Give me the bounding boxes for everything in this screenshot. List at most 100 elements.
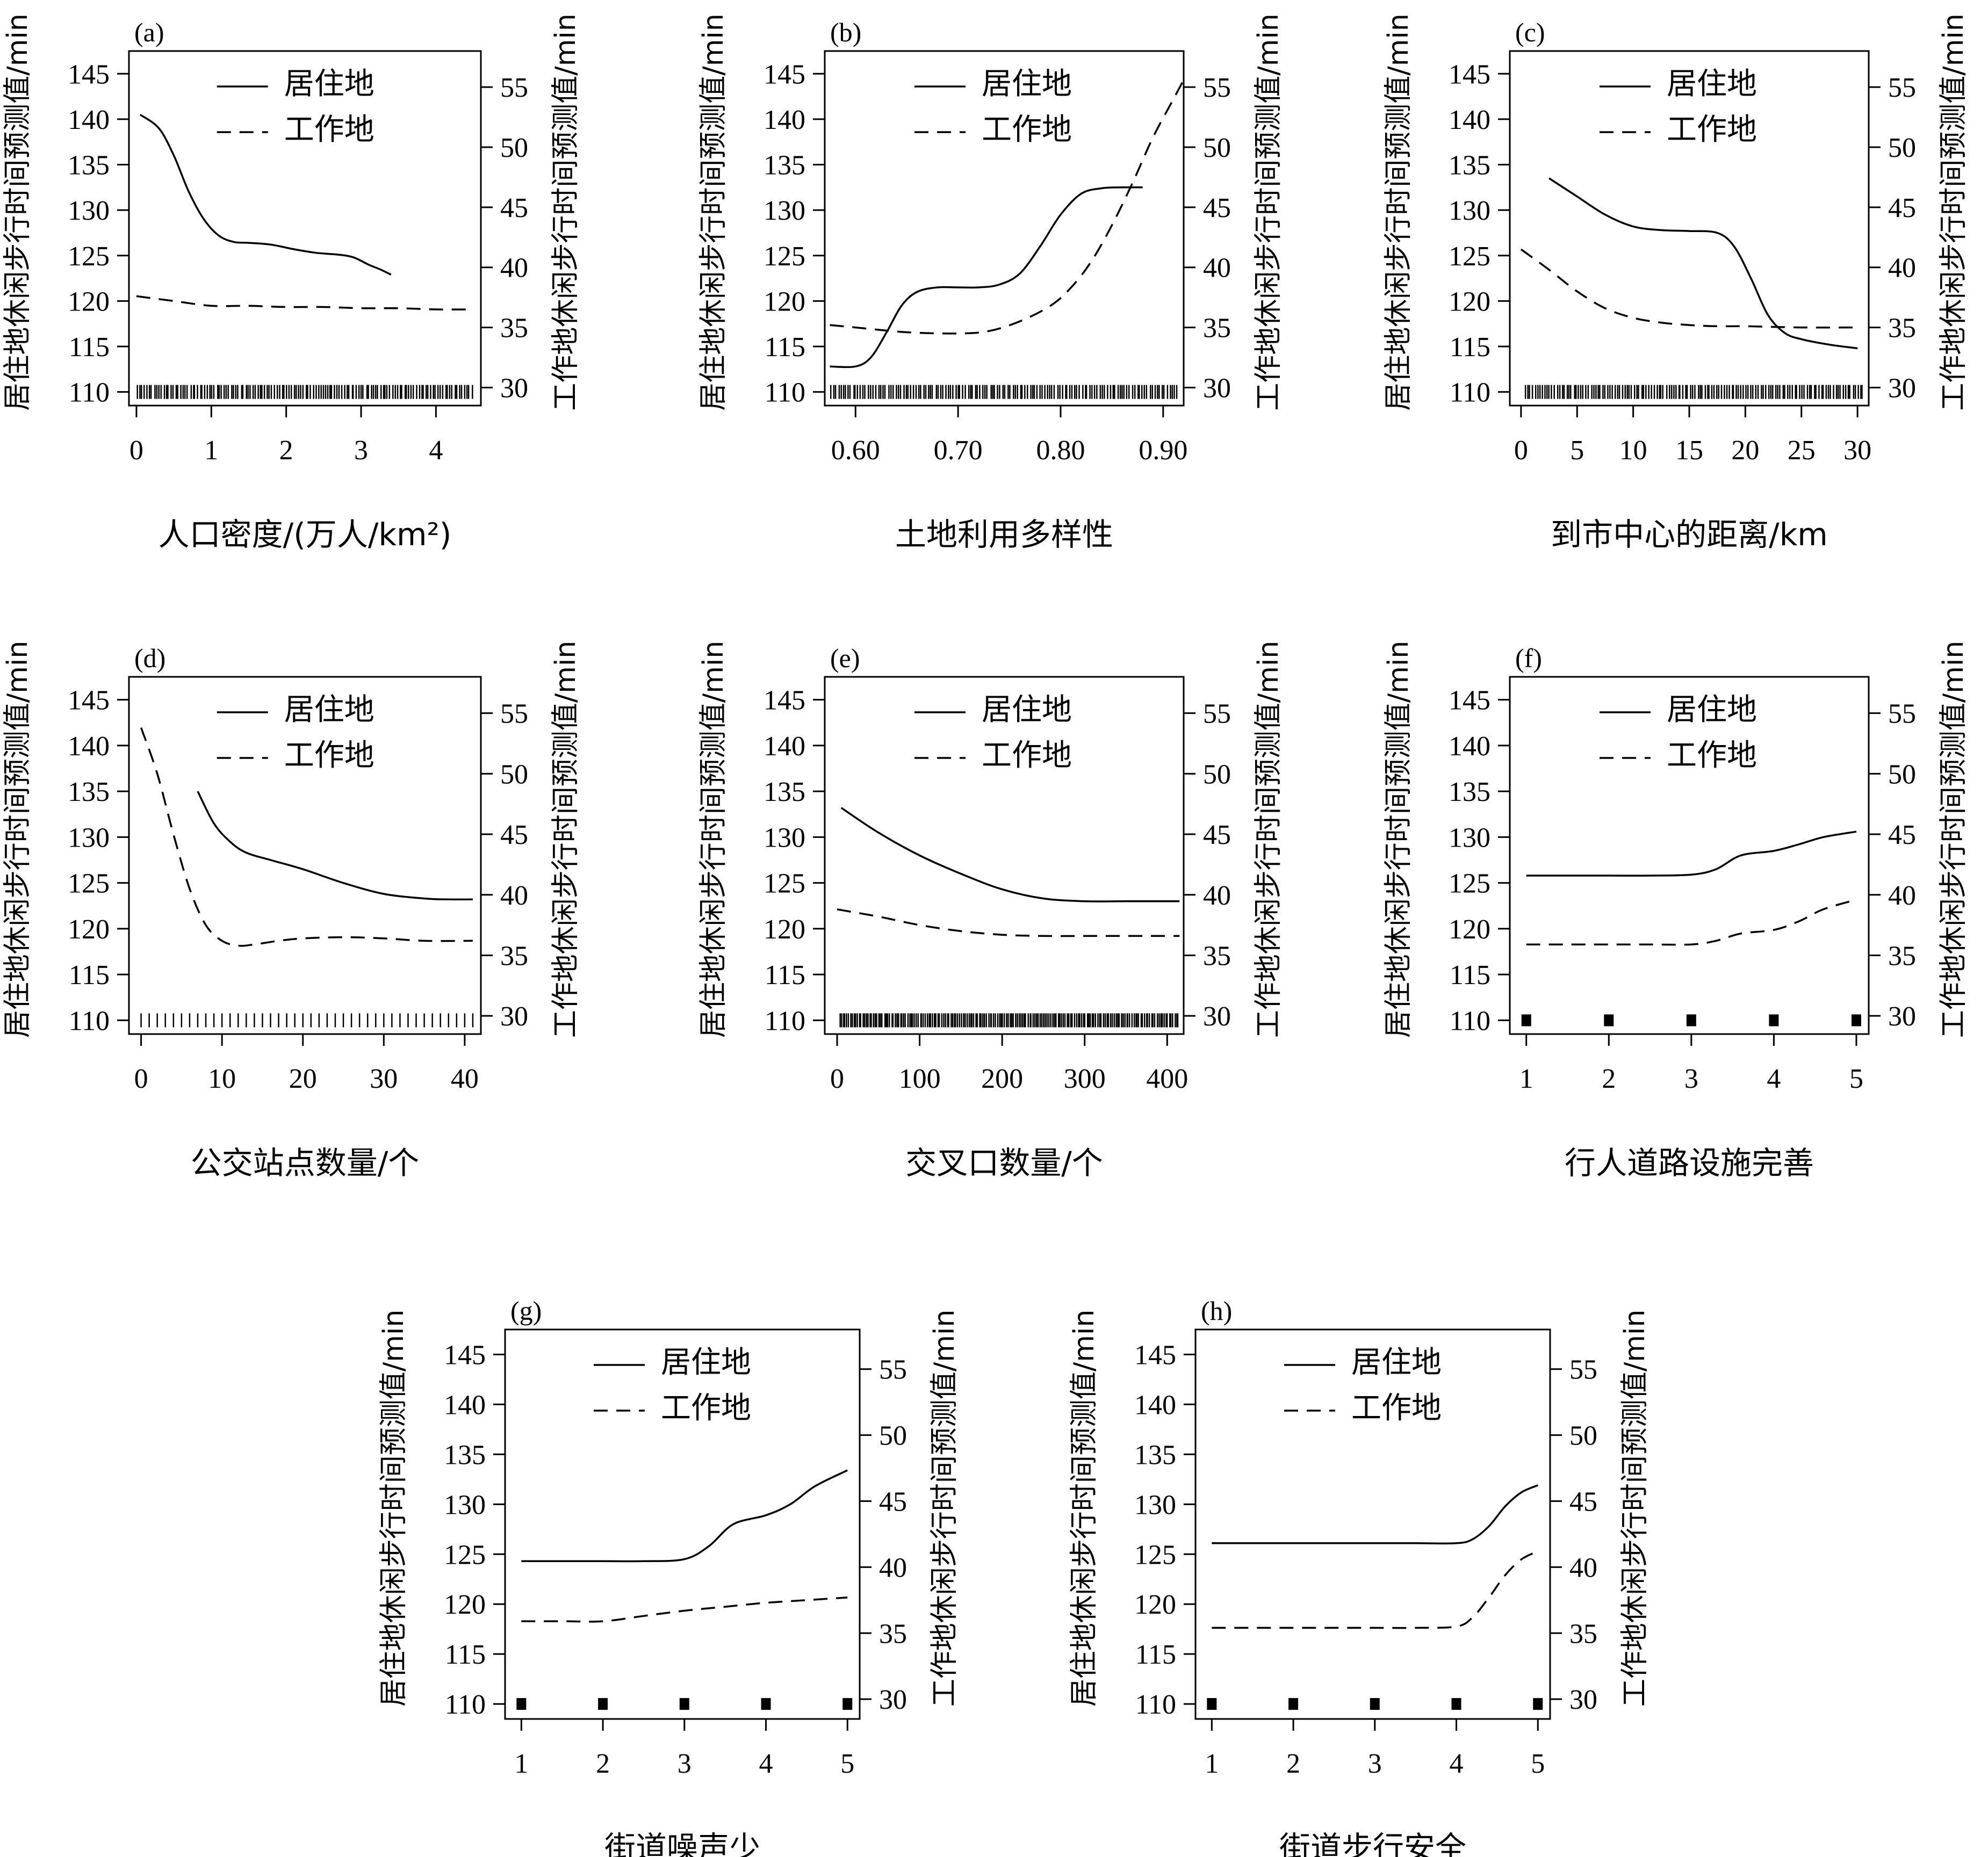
y-axis-label-left: 居住地休闲步行时间预测值/min — [2, 641, 34, 1038]
y2-tick-label: 45 — [500, 820, 528, 850]
rug-mark — [1769, 1014, 1779, 1027]
y-tick-label: 115 — [1450, 960, 1490, 991]
rug-mark — [598, 1698, 608, 1710]
legend-label-residence: 居住地 — [1351, 1345, 1442, 1380]
y2-tick-label: 40 — [1888, 880, 1916, 911]
rug-mark — [761, 1698, 771, 1710]
legend-label-residence: 居住地 — [1667, 692, 1757, 727]
y2-tick-label: 45 — [1569, 1486, 1597, 1517]
y-axis-label-right: 工作地休闲步行时间预测值/min — [1937, 641, 1970, 1038]
y-tick-label: 120 — [1134, 1589, 1176, 1620]
series-line-workplace — [136, 295, 474, 310]
y-tick-label: 120 — [1449, 286, 1490, 317]
y-tick-label: 140 — [1449, 105, 1490, 135]
y-tick-label: 125 — [763, 241, 805, 272]
y-tick-label: 120 — [763, 914, 805, 945]
series-line-workplace — [830, 79, 1185, 335]
y2-tick-label: 50 — [500, 133, 528, 163]
legend-label-workplace: 工作地 — [1351, 1391, 1442, 1426]
y2-tick-label: 45 — [1888, 193, 1916, 223]
y-tick-label: 130 — [1449, 196, 1490, 226]
y-tick-label: 130 — [444, 1490, 486, 1520]
x-axis-label: 街道步行安全 — [1279, 1830, 1466, 1857]
y-axis-label-right: 工作地休闲步行时间预测值/min — [550, 13, 582, 411]
x-tick-label: 0 — [830, 1064, 844, 1094]
y-tick-label: 125 — [444, 1540, 486, 1570]
rug-mark — [1370, 1698, 1380, 1710]
y-tick-label: 125 — [68, 869, 110, 899]
y2-tick-label: 35 — [1569, 1618, 1597, 1649]
y2-tick-label: 35 — [1888, 313, 1916, 344]
y-axis-label-right: 工作地休闲步行时间预测值/min — [928, 1310, 961, 1707]
y2-tick-label: 40 — [1569, 1552, 1597, 1583]
series-line-workplace — [1526, 899, 1857, 946]
rug-mark — [516, 1698, 527, 1710]
x-tick-label: 2 — [596, 1748, 610, 1779]
legend-label-residence: 居住地 — [661, 1345, 751, 1380]
y-tick-label: 145 — [763, 685, 805, 716]
plot-frame — [1194, 1328, 1551, 1720]
x-tick-label: 0.70 — [934, 435, 983, 466]
panel-label: (h) — [1201, 1296, 1232, 1326]
rug-mark — [842, 1698, 853, 1710]
y-tick-label: 110 — [69, 378, 110, 408]
x-tick-label: 5 — [1570, 435, 1584, 466]
plot-frame — [128, 676, 482, 1035]
y-tick-label: 140 — [444, 1390, 486, 1420]
y-tick-label: 125 — [1134, 1540, 1176, 1570]
y-tick-label: 140 — [68, 731, 110, 762]
x-axis-label: 交叉口数量/个 — [905, 1145, 1103, 1181]
y-tick-label: 135 — [68, 150, 110, 181]
chart-panel-d: (d) 110 115 120 125 130 135 140 145 30 35 40 45 50 55 0… — [2, 641, 582, 1181]
legend-label-workplace: 工作地 — [284, 738, 374, 773]
y-tick-label: 115 — [445, 1639, 486, 1670]
y2-tick-label: 30 — [1888, 1001, 1916, 1032]
legend-label-workplace: 工作地 — [982, 738, 1072, 773]
y-tick-label: 120 — [1449, 914, 1490, 945]
legend-label-workplace: 工作地 — [661, 1391, 751, 1426]
y-tick-label: 110 — [1135, 1689, 1176, 1720]
x-tick-label: 1 — [1519, 1064, 1533, 1094]
legend-label-workplace: 工作地 — [982, 112, 1072, 147]
rug-mark — [1451, 1698, 1461, 1710]
series-line-workplace — [837, 908, 1180, 937]
y-tick-label: 125 — [1449, 241, 1490, 272]
x-axis-label: 人口密度/(万人/km²) — [159, 516, 452, 553]
y2-tick-label: 45 — [879, 1486, 907, 1517]
y2-tick-label: 55 — [1569, 1355, 1597, 1385]
y-tick-label: 135 — [1134, 1440, 1176, 1470]
y2-tick-label: 50 — [1888, 759, 1916, 790]
y-tick-label: 115 — [1135, 1639, 1176, 1670]
y-tick-label: 110 — [1450, 378, 1490, 408]
y2-tick-label: 55 — [1888, 699, 1916, 729]
y-tick-label: 130 — [68, 822, 110, 853]
panel-label: (b) — [830, 17, 861, 47]
y2-tick-label: 40 — [1203, 253, 1231, 284]
chart-panel-b: (b) 110 115 120 125 130 135 140 145 30 35 40 45 50 55 0… — [697, 13, 1285, 553]
y-tick-label: 120 — [763, 286, 805, 317]
x-tick-label: 30 — [370, 1064, 398, 1094]
y-tick-label: 115 — [69, 332, 110, 363]
x-tick-label: 10 — [1619, 435, 1647, 466]
y-axis-label-right: 工作地休闲步行时间预测值/min — [550, 641, 582, 1038]
y2-tick-label: 45 — [1203, 820, 1231, 850]
y-tick-label: 145 — [763, 59, 805, 90]
x-tick-label: 20 — [289, 1064, 317, 1094]
legend-label-residence: 居住地 — [284, 67, 374, 102]
rug-mark — [1604, 1014, 1614, 1027]
chart-panel-a: (a) 110 115 120 125 130 135 140 145 30 35 40 45 50 55 0… — [2, 13, 582, 553]
y-tick-label: 140 — [1134, 1390, 1176, 1420]
y-axis-label-left: 居住地休闲步行时间预测值/min — [1068, 1310, 1100, 1707]
x-tick-label: 5 — [840, 1748, 854, 1779]
x-tick-label: 300 — [1064, 1064, 1106, 1094]
y-tick-label: 145 — [68, 685, 110, 716]
series-line-residence — [830, 186, 1143, 368]
x-tick-label: 5 — [1849, 1064, 1863, 1094]
x-axis-label: 到市中心的距离/km — [1551, 516, 1828, 553]
y-tick-label: 140 — [763, 731, 805, 762]
y2-tick-label: 30 — [1888, 373, 1916, 403]
panel-label: (c) — [1515, 17, 1545, 47]
y-tick-label: 120 — [444, 1589, 486, 1620]
y2-tick-label: 55 — [1203, 73, 1231, 103]
y2-tick-label: 30 — [500, 373, 528, 403]
